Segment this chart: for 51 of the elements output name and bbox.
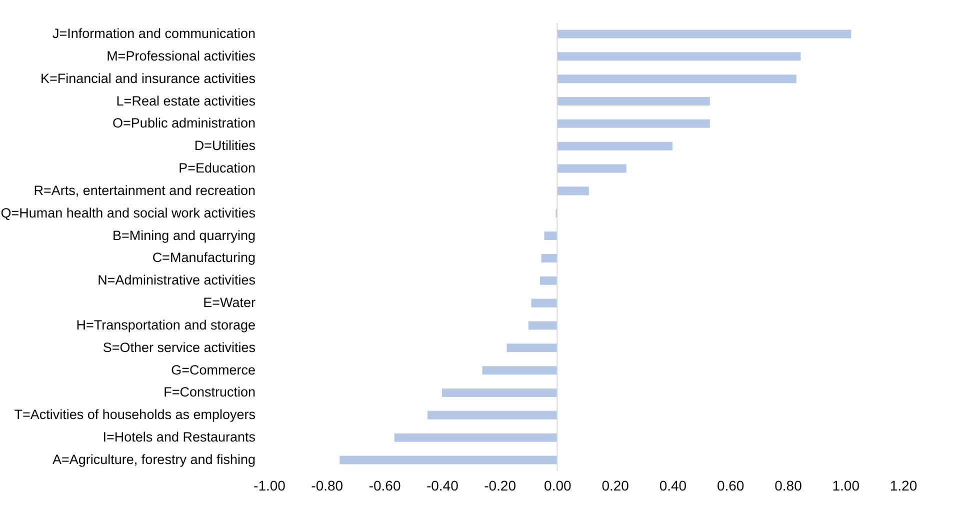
bar [528,321,558,330]
y-tick-label: D=Utilities [194,138,256,154]
x-tick-label: 0.80 [774,478,802,494]
bar [557,96,710,106]
x-tick-label: 1.00 [832,478,860,494]
y-tick-label: F=Construction [164,384,256,400]
y-tick-label: C=Manufacturing [152,250,256,266]
x-tick-label: -0.80 [311,478,344,494]
y-tick-label: I=Hotels and Restaurants [102,430,256,445]
bar [340,456,558,464]
bar [557,30,852,38]
x-tick-label: 0.60 [716,478,744,494]
bar [557,119,710,128]
y-tick-label: B=Mining and quarrying [112,228,256,243]
x-tick-label: 0.00 [544,478,572,494]
y-tick-label: O=Public administration [112,116,256,131]
y-tick-label: A=Agriculture, forestry and fishing [52,452,256,468]
y-tick-label: S=Other service activities [102,340,256,355]
bar [557,142,672,150]
x-tick-label: 0.40 [659,478,687,494]
x-tick-label: -0.60 [368,478,401,494]
y-tick-label: L=Real estate activities [116,93,256,108]
bar [428,410,558,420]
bar [442,388,558,398]
bar [541,254,558,262]
bar [557,74,796,84]
bar [531,298,558,308]
x-tick-label: -0.40 [426,478,459,494]
y-tick-label: J=Information and communication [52,26,256,41]
y-tick-label: E=Water [203,295,256,310]
bar [557,164,626,173]
x-tick-label: -1.00 [254,478,286,494]
bar [506,344,558,352]
y-tick-label: N=Administrative activities [98,272,256,288]
y-tick-label: T=Activities of households as employers [14,407,256,422]
bar [540,276,558,285]
y-tick-label: R=Arts, entertainment and recreation [34,182,256,198]
bar [482,366,558,375]
y-tick-label: K=Financial and insurance activities [40,70,256,86]
y-tick-label: Q=Human health and social work activities [0,205,256,220]
bar [557,186,589,196]
y-tick-label: P=Education [178,160,256,176]
y-tick-label: M=Professional activities [106,48,256,64]
x-tick-label: 1.20 [890,478,918,494]
y-tick-label: G=Commerce [171,362,256,378]
x-tick-label: -0.20 [484,478,516,494]
bar [544,232,558,240]
bar [394,433,558,442]
bar [557,52,801,61]
x-tick-label: 0.20 [602,478,630,494]
y-tick-label: H=Transportation and storage [76,317,256,332]
